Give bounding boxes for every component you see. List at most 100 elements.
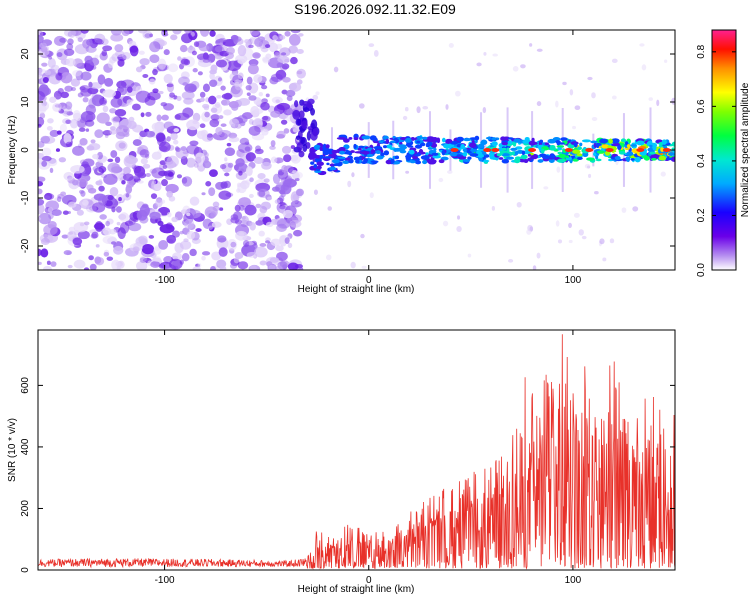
spectrogram-band-cell	[511, 151, 515, 156]
spectrogram-cell	[51, 209, 62, 217]
spectrogram-cell	[119, 212, 129, 222]
spectrogram-cell	[266, 196, 273, 201]
spectrogram-cell	[171, 252, 183, 261]
spectrogram-cell	[297, 33, 304, 37]
spectrogram-cell	[245, 84, 252, 91]
spectrogram-band-cell	[322, 143, 327, 149]
spectrogram-cell	[176, 174, 183, 179]
spectrogram-band-cell	[649, 151, 656, 155]
spectrogram-band-cell	[362, 155, 366, 159]
spectrogram-cell	[262, 115, 269, 121]
spectrogram-band-cell	[667, 152, 675, 156]
spectrogram-band-cell	[383, 145, 388, 149]
spectrogram-cell	[153, 39, 168, 47]
spectrogram-band-cell	[523, 158, 529, 164]
spectrogram-cell	[158, 141, 171, 153]
spectrogram-band-cell	[639, 150, 647, 156]
spectrogram-cell	[43, 224, 58, 236]
spectrogram-cell	[140, 158, 148, 165]
spectrogram-band-cell	[634, 156, 641, 163]
spectrogram-band-cell	[441, 149, 446, 156]
spectrogram-cell	[98, 185, 105, 192]
spectrogram-band-cell	[420, 155, 430, 160]
spectrogram-cell	[89, 263, 97, 270]
spectrogram-cell	[223, 109, 232, 116]
spectrogram-cell	[529, 43, 533, 47]
spectrogram-y-label: Frequency (Hz)	[7, 116, 18, 185]
spectrogram-cell	[210, 265, 216, 270]
spectrogram-cell	[532, 265, 537, 270]
y-tick-label: 600	[20, 377, 31, 394]
spectrogram-cell	[263, 178, 270, 183]
spectrogram-band-cell	[314, 170, 322, 173]
spectrogram-cell	[209, 79, 218, 87]
spectrogram-cell	[139, 58, 150, 66]
spectrogram-band-cell	[596, 150, 605, 154]
spectrogram-cell	[609, 238, 615, 244]
spectrogram-cell	[276, 218, 291, 229]
spectrogram-cell	[283, 128, 290, 134]
spectrogram-cell	[172, 30, 182, 35]
spectrogram-cell	[156, 114, 162, 122]
spectrogram-cell	[296, 48, 304, 55]
spectrogram-band-cell	[671, 147, 675, 151]
spectrogram-cell	[219, 207, 224, 211]
spectrogram-cell	[163, 170, 173, 177]
spectrogram-cell	[168, 258, 183, 270]
spectrogram-band-cell	[601, 144, 610, 149]
spectrogram-band-cell	[404, 137, 412, 143]
spectrogram-peak	[585, 148, 594, 152]
spectrogram-cell	[536, 252, 541, 259]
spectrogram-band-cell	[595, 142, 602, 147]
spectrogram-cell	[292, 109, 301, 120]
spectrogram-cell	[275, 245, 284, 252]
spectrogram-cell	[99, 97, 108, 106]
spectrogram-band-cell	[322, 149, 330, 156]
spectrogram-cell	[536, 101, 542, 107]
spectrogram-cell	[266, 221, 274, 228]
spectrogram-cell	[158, 163, 165, 170]
spectrogram-cell	[216, 94, 222, 99]
spectrogram-cell	[201, 251, 211, 256]
spectrogram-cell	[38, 34, 44, 44]
spectrogram-cell	[189, 248, 197, 257]
spectrogram-peak	[491, 148, 500, 152]
spectrogram-cell	[220, 99, 231, 106]
spectrogram-band-cell	[370, 160, 379, 164]
spectrogram-cell	[137, 172, 147, 179]
spectrogram-band-cell	[313, 163, 318, 169]
spectrogram-cell	[281, 52, 287, 56]
spectrogram-cell	[152, 255, 162, 263]
spectrogram-cell	[259, 243, 267, 247]
spectrogram-band-cell	[617, 144, 622, 151]
spectrogram-peak	[636, 148, 645, 152]
spectrogram-cell	[641, 64, 647, 71]
spectrogram-band-cell	[383, 150, 390, 156]
spectrogram-band-cell	[501, 142, 508, 146]
spectrogram-cell	[254, 37, 264, 47]
spectrogram-cell	[457, 215, 461, 220]
snr-y-axis: 0 200 400 600	[20, 377, 675, 573]
spectrogram-band-cell	[386, 144, 393, 149]
spectrogram-cell	[569, 89, 574, 96]
spectrogram-band-cell	[539, 139, 544, 144]
spectrogram-cell	[313, 189, 318, 195]
spectrogram-cell	[184, 83, 197, 93]
spectrogram-cell	[247, 63, 259, 75]
spectrogram-cell	[448, 43, 454, 48]
spectrogram-cell	[86, 184, 94, 191]
spectrogram-band-cell	[410, 137, 416, 141]
spectrogram-cell	[83, 267, 90, 270]
spectrogram-cell	[82, 199, 89, 206]
spectrogram-cell	[85, 128, 90, 132]
spectrogram-band-cell	[501, 153, 510, 157]
spectrogram-cell	[292, 173, 299, 179]
spectrogram-band-cell	[355, 159, 360, 164]
spectrogram-band-cell	[496, 153, 502, 157]
spectrogram-band-cell	[649, 144, 653, 148]
spectrogram-band-cell	[618, 151, 626, 155]
spectrogram-cell	[268, 264, 277, 270]
spectrogram-cell	[373, 50, 379, 57]
spectrogram-cell	[246, 92, 251, 96]
